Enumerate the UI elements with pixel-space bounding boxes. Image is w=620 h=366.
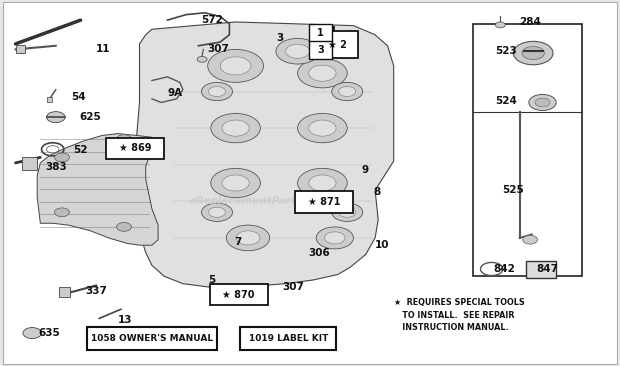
- Bar: [107, 138, 164, 159]
- Circle shape: [202, 203, 232, 221]
- Circle shape: [226, 225, 270, 251]
- Bar: [210, 284, 267, 305]
- Bar: [22, 157, 37, 170]
- Text: 847: 847: [536, 264, 558, 274]
- Text: 307: 307: [282, 282, 304, 292]
- Circle shape: [211, 168, 260, 198]
- Circle shape: [222, 120, 249, 136]
- Text: ★ 871: ★ 871: [308, 197, 340, 207]
- Bar: [296, 191, 353, 213]
- Circle shape: [202, 82, 232, 101]
- Circle shape: [276, 38, 319, 64]
- Bar: [241, 326, 336, 351]
- Text: 842: 842: [494, 264, 515, 274]
- Text: 572: 572: [202, 15, 223, 25]
- Circle shape: [298, 59, 347, 88]
- Text: 10: 10: [375, 240, 389, 250]
- Circle shape: [309, 175, 336, 191]
- Polygon shape: [37, 134, 158, 245]
- Text: 52: 52: [73, 145, 87, 155]
- Circle shape: [332, 82, 363, 101]
- Text: 3: 3: [330, 42, 337, 53]
- Circle shape: [208, 207, 226, 217]
- Circle shape: [220, 57, 251, 75]
- Text: 1: 1: [330, 26, 337, 36]
- Text: 11: 11: [96, 44, 110, 55]
- Circle shape: [523, 235, 538, 244]
- Bar: [87, 326, 217, 351]
- Text: 9A: 9A: [167, 88, 182, 98]
- Text: ★  REQUIRES SPECIAL TOOLS
   TO INSTALL.  SEE REPAIR
   INSTRUCTION MANUAL.: ★ REQUIRES SPECIAL TOOLS TO INSTALL. SEE…: [394, 298, 525, 332]
- Text: 524: 524: [495, 96, 516, 106]
- Bar: [473, 24, 582, 276]
- Circle shape: [513, 41, 553, 65]
- Text: ★ 869: ★ 869: [119, 143, 151, 153]
- Text: 7: 7: [234, 236, 242, 247]
- Circle shape: [339, 207, 356, 217]
- Text: ★ 870: ★ 870: [223, 290, 255, 300]
- Bar: [16, 45, 25, 53]
- Text: 625: 625: [79, 112, 101, 122]
- Bar: [318, 31, 358, 58]
- Text: 635: 635: [38, 328, 60, 338]
- Bar: [526, 261, 556, 278]
- Circle shape: [117, 135, 131, 143]
- Circle shape: [211, 113, 260, 143]
- Text: 307: 307: [208, 44, 229, 55]
- Circle shape: [236, 231, 260, 245]
- Bar: [309, 24, 332, 42]
- Text: 8: 8: [374, 187, 381, 197]
- Circle shape: [286, 44, 309, 58]
- Text: 523: 523: [495, 46, 516, 56]
- Polygon shape: [136, 22, 394, 287]
- Circle shape: [46, 112, 65, 123]
- Text: 13: 13: [118, 315, 132, 325]
- Text: 306: 306: [309, 247, 330, 258]
- Text: 54: 54: [71, 92, 86, 102]
- Text: 9: 9: [361, 165, 368, 175]
- Text: 3: 3: [317, 45, 324, 55]
- Circle shape: [55, 208, 69, 217]
- Circle shape: [316, 227, 353, 249]
- Circle shape: [535, 98, 550, 107]
- Bar: [309, 41, 332, 59]
- Text: 525: 525: [502, 185, 524, 195]
- Circle shape: [222, 175, 249, 191]
- Circle shape: [522, 46, 544, 60]
- Circle shape: [117, 223, 131, 231]
- Bar: [59, 287, 70, 297]
- Circle shape: [339, 86, 356, 97]
- Text: 383: 383: [45, 161, 67, 172]
- Text: 284: 284: [520, 17, 541, 27]
- Text: 1058 OWNER'S MANUAL: 1058 OWNER'S MANUAL: [91, 334, 213, 343]
- Circle shape: [197, 56, 207, 62]
- Circle shape: [495, 22, 505, 28]
- Text: 1019 LABEL KIT: 1019 LABEL KIT: [249, 334, 328, 343]
- Text: 3: 3: [276, 33, 283, 44]
- Circle shape: [23, 328, 42, 339]
- Circle shape: [55, 153, 69, 162]
- Text: eReplacementParts.com: eReplacementParts.com: [190, 196, 331, 206]
- Text: 337: 337: [86, 286, 107, 296]
- Circle shape: [309, 120, 336, 136]
- Circle shape: [298, 113, 347, 143]
- Text: 1: 1: [317, 28, 324, 38]
- Circle shape: [208, 49, 264, 82]
- Circle shape: [529, 94, 556, 111]
- Bar: [47, 97, 52, 102]
- Circle shape: [325, 232, 345, 244]
- Circle shape: [208, 86, 226, 97]
- Circle shape: [298, 168, 347, 198]
- Circle shape: [332, 203, 363, 221]
- Text: 5: 5: [208, 275, 215, 285]
- Text: ★ 2: ★ 2: [329, 40, 347, 50]
- Circle shape: [309, 65, 336, 81]
